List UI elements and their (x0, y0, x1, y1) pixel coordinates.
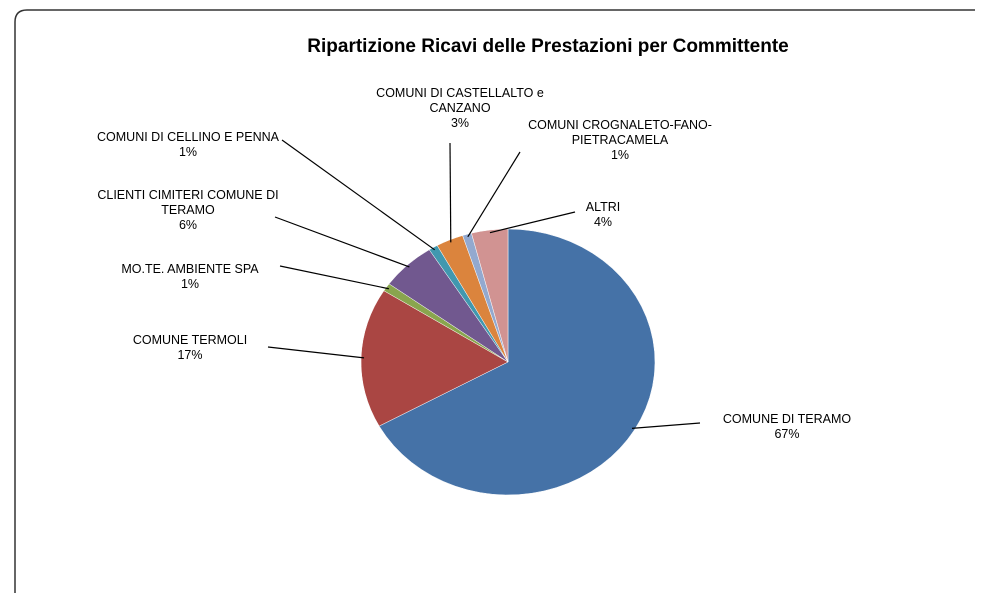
leader-line (267, 346, 365, 359)
leader-line (489, 211, 576, 234)
data-label: COMUNI DI CASTELLALTO e CANZANO 3% (365, 86, 555, 131)
label-category: COMUNI CROGNALETO-FANO-PIETRACAMELA (528, 118, 712, 147)
data-label: COMUNE DI TERAMO 67% (692, 412, 882, 442)
leader-line (449, 142, 452, 243)
label-category: CLIENTI CIMITERI COMUNE DI TERAMO (97, 188, 279, 217)
label-value: 1% (610, 148, 630, 162)
label-category: ALTRI (585, 200, 621, 214)
data-label: CLIENTI CIMITERI COMUNE DI TERAMO 6% (93, 188, 283, 233)
label-category: COMUNI DI CASTELLALTO e CANZANO (376, 86, 544, 115)
label-value: 3% (450, 116, 470, 130)
label-value: 1% (178, 145, 198, 159)
pie-slice (471, 228, 509, 363)
label-category: MO.TE. AMBIENTE SPA (121, 262, 259, 276)
data-label: COMUNI DI CELLINO E PENNA 1% (93, 130, 283, 160)
leader-line (631, 422, 701, 429)
data-label: ALTRI 4% (508, 200, 698, 230)
data-label: MO.TE. AMBIENTE SPA 1% (95, 262, 285, 292)
leader-line (467, 151, 521, 238)
frame (14, 9, 975, 593)
leader-line (281, 139, 436, 251)
label-category: COMUNE DI TERAMO (722, 412, 852, 426)
leader-line (274, 216, 410, 268)
label-value: 4% (593, 215, 613, 229)
label-value: 17% (177, 348, 203, 362)
data-label: COMUNI CROGNALETO-FANO-PIETRACAMELA 1% (525, 118, 715, 163)
label-value: 67% (774, 427, 800, 441)
chart-title: Ripartizione Ricavi delle Prestazioni pe… (307, 36, 789, 57)
label-category: COMUNI DI CELLINO E PENNA (97, 130, 279, 144)
pie-slice (378, 228, 656, 496)
label-value: 1% (180, 277, 200, 291)
leader-line (279, 265, 389, 290)
label-value: 6% (178, 218, 198, 232)
label-category: COMUNE TERMOLI (132, 333, 248, 347)
data-label: COMUNE TERMOLI 17% (95, 333, 285, 363)
